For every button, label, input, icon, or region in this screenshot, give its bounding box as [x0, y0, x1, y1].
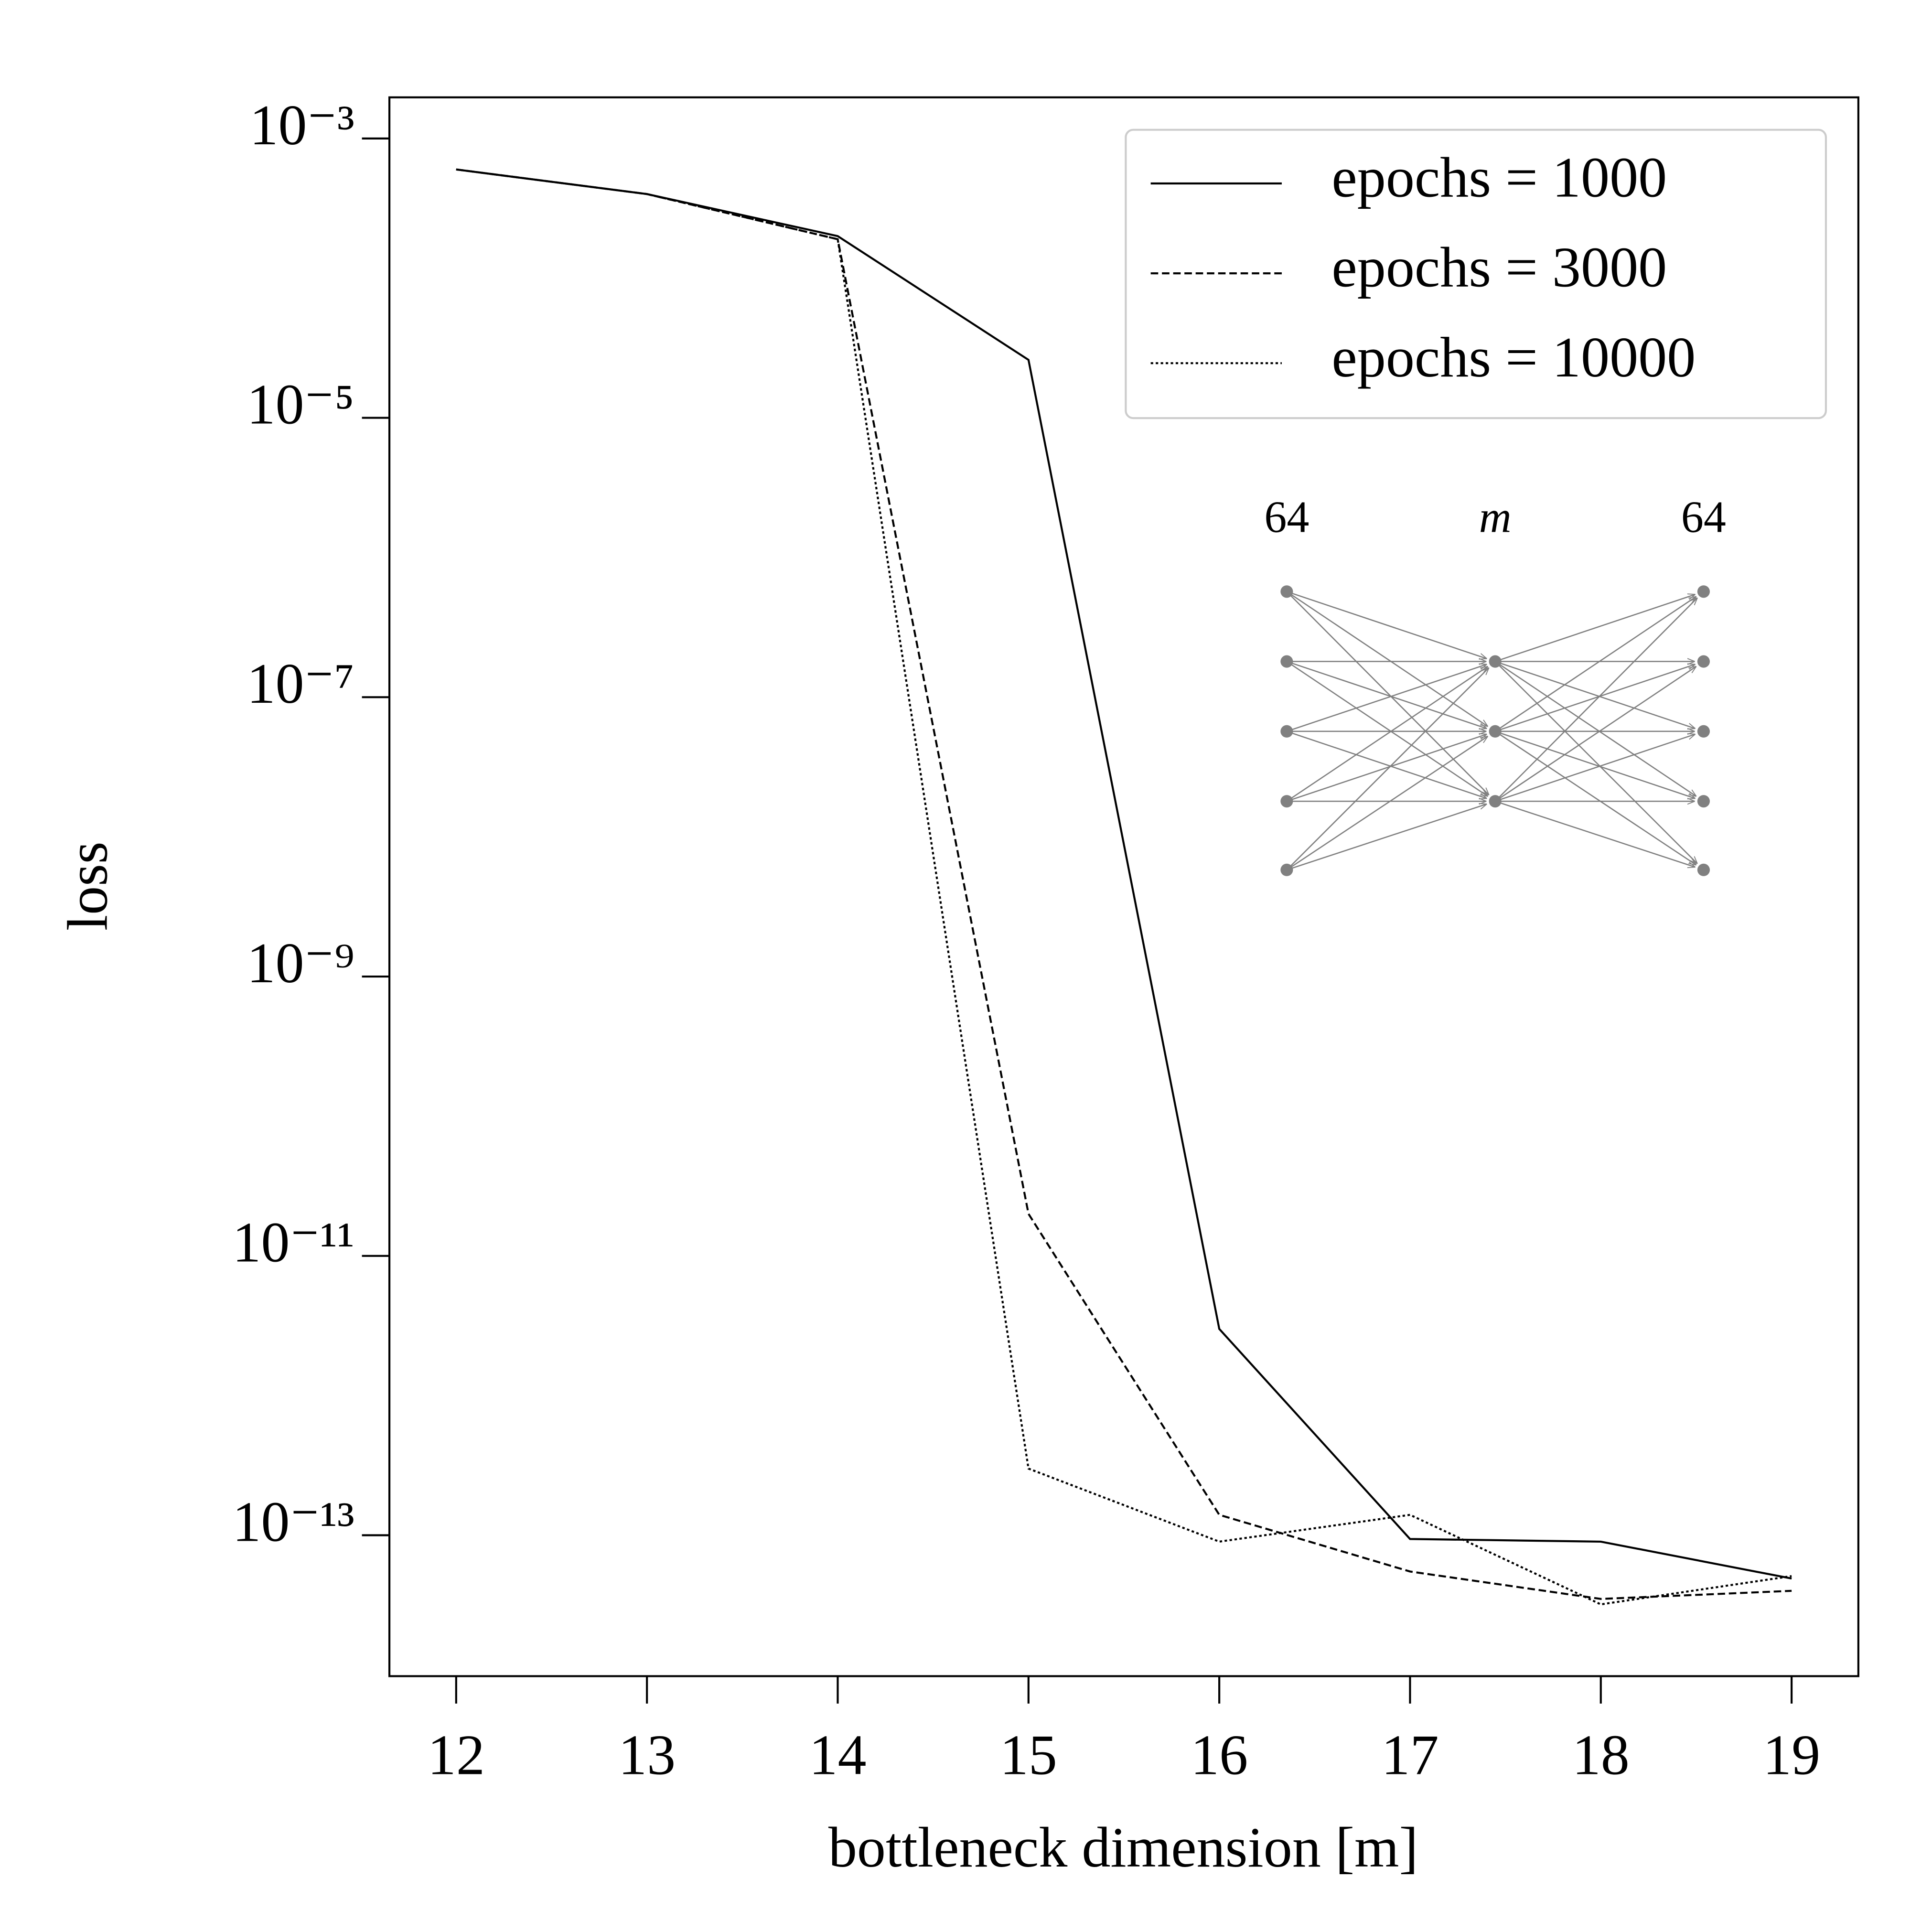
inset-label: 64 [1681, 493, 1726, 542]
inset-edge [1286, 736, 1488, 870]
y-tick-label: 10⁻⁹ [247, 931, 354, 995]
inset-node [1697, 585, 1710, 598]
inset-node [1280, 585, 1293, 598]
inset-edge [1494, 596, 1696, 732]
inset-edge [1286, 668, 1489, 870]
inset-edge [1286, 591, 1489, 795]
y-tick-label: 10⁻³ [249, 93, 354, 157]
legend-label: epochs = 3000 [1331, 236, 1667, 299]
inset-node [1489, 795, 1502, 808]
inset-edge [1286, 661, 1488, 796]
inset-edge [1494, 666, 1696, 802]
inset-node [1280, 655, 1293, 668]
inset-edge [1495, 734, 1696, 802]
x-tick-label: 13 [618, 1723, 676, 1787]
inset-edge [1495, 800, 1696, 867]
inset-label: m [1479, 493, 1512, 542]
inset-edge [1495, 594, 1696, 662]
inset-edge [1495, 730, 1696, 798]
plot-frame [388, 96, 1859, 1677]
y-tick-label: 10⁻⁷ [247, 652, 354, 715]
inset-node [1489, 655, 1502, 668]
x-tick-label: 19 [1763, 1723, 1820, 1787]
inset-edge [1286, 730, 1487, 798]
legend-label: epochs = 10000 [1331, 325, 1696, 389]
x-tick-label: 12 [428, 1723, 485, 1787]
legend-label: epochs = 1000 [1331, 146, 1667, 209]
y-tick-label: 10⁻¹¹ [232, 1211, 354, 1274]
y-tick-label: 10⁻¹³ [232, 1490, 354, 1553]
inset-edge [1286, 804, 1487, 871]
inset-node [1697, 795, 1710, 808]
legend-box [1125, 129, 1827, 419]
inset-edge [1495, 661, 1696, 729]
inset-edge [1494, 661, 1697, 864]
x-tick-label: 14 [809, 1723, 866, 1787]
x-tick-label: 17 [1381, 1723, 1438, 1787]
inset-edge [1286, 661, 1487, 729]
inset-node [1697, 725, 1710, 738]
y-axis-label: loss [56, 841, 119, 931]
inset-edge [1495, 664, 1696, 732]
inset-edge [1286, 591, 1488, 726]
inset-node [1697, 863, 1710, 876]
inset-edge [1494, 598, 1697, 802]
inset-edge [1286, 664, 1487, 732]
inset-node [1280, 795, 1293, 808]
inset-edge [1286, 666, 1488, 802]
inset-node [1489, 725, 1502, 738]
x-tick-label: 18 [1572, 1723, 1630, 1787]
inset-node [1697, 655, 1710, 668]
inset-node [1280, 725, 1293, 738]
inset-edge [1286, 591, 1487, 658]
inset-edge [1494, 661, 1696, 796]
inset-node [1280, 863, 1293, 876]
y-tick-label: 10⁻⁵ [247, 372, 354, 436]
x-axis-label: bottleneck dimension [m] [828, 1815, 1418, 1879]
series-line [456, 168, 1792, 1606]
inset-edge [1286, 734, 1487, 802]
x-tick-label: 16 [1191, 1723, 1248, 1787]
x-tick-label: 15 [1000, 1723, 1057, 1787]
inset-edge [1494, 730, 1696, 865]
inset-label: 64 [1264, 493, 1309, 542]
